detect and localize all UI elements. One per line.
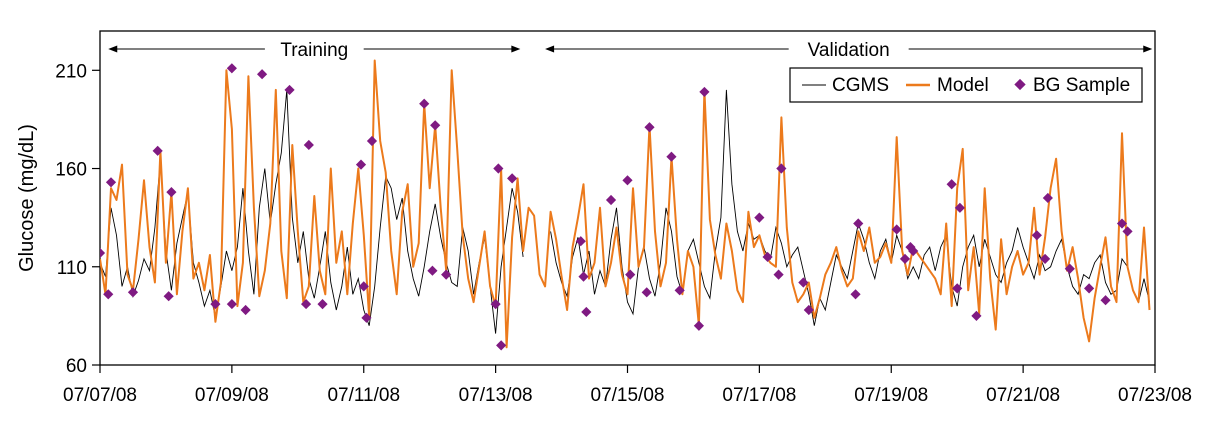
- bg-sample-point: [256, 69, 268, 80]
- x-tick-label: 07/09/08: [195, 385, 269, 406]
- bg-sample-point: [754, 212, 765, 223]
- bg-sample-point: [100, 247, 106, 259]
- bg-sample-point: [954, 202, 965, 213]
- bg-sample-point: [908, 245, 919, 257]
- y-tick-label: 110: [57, 258, 87, 279]
- bg-sample-point: [103, 289, 114, 300]
- bg-sample-point: [1100, 295, 1111, 306]
- bg-sample-point: [853, 218, 864, 229]
- bg-sample-point: [430, 120, 441, 131]
- bg-sample-point: [152, 145, 163, 156]
- phase-label-validation: Validation: [808, 40, 890, 61]
- bg-sample-point: [507, 173, 518, 184]
- bg-sample-point: [850, 289, 861, 300]
- y-axis-title: Glucose (mg/dL): [16, 124, 38, 272]
- bg-sample-point: [578, 271, 589, 282]
- bg-sample-point: [317, 299, 328, 310]
- bg-sample-point: [952, 283, 963, 294]
- x-tick-label: 07/13/08: [459, 385, 533, 406]
- bg-sample-point: [641, 287, 652, 298]
- phase-arrow-head: [108, 45, 118, 53]
- bg-sample-point: [946, 179, 957, 190]
- legend: CGMS Model BG Sample: [789, 67, 1143, 103]
- x-axis: 07/07/08 07/09/08 07/11/08 07/13/08 07/15/08…: [63, 365, 1192, 406]
- bg-sample-point: [303, 139, 314, 151]
- bg-sample-point: [605, 194, 617, 206]
- bg-sample-point: [891, 224, 902, 235]
- x-tick-label: 07/21/08: [986, 385, 1060, 406]
- bg-sample-point: [240, 304, 251, 316]
- bg-sample-point: [899, 253, 911, 264]
- bg-sample-point: [575, 236, 586, 247]
- legend-model-label: Model: [937, 75, 989, 96]
- y-tick-label: 210: [55, 61, 87, 82]
- x-tick-label: 07/07/08: [63, 385, 137, 406]
- bg-sample-point: [1042, 192, 1053, 204]
- x-tick-label: 07/11/08: [327, 385, 400, 406]
- bg-sample-point: [355, 159, 367, 170]
- bg-sample-point: [127, 287, 139, 298]
- y-axis: 60 110 160 210: [55, 61, 100, 377]
- bg-sample-point: [366, 135, 378, 147]
- bg-sample-point: [644, 122, 655, 133]
- bg-sample-point: [163, 291, 174, 302]
- bg-sample-point: [622, 175, 633, 186]
- x-tick-label: 07/15/08: [591, 385, 665, 406]
- bg-sample-point: [419, 98, 430, 109]
- legend-box: [789, 67, 1143, 103]
- cgms-series-line: [100, 89, 1150, 334]
- y-tick-label: 60: [66, 356, 87, 377]
- bg-sample-point: [674, 285, 685, 296]
- bg-sample-point: [300, 298, 312, 310]
- legend-bg-label: BG Sample: [1033, 75, 1130, 96]
- bg-sample-point: [496, 340, 507, 351]
- bg-sample-point: [803, 304, 814, 316]
- x-tick-label: 07/19/08: [854, 385, 928, 406]
- phase-arrow-head: [1143, 45, 1153, 53]
- bg-sample-point: [1122, 226, 1133, 237]
- bg-sample-point: [361, 312, 372, 323]
- bg-sample-point: [105, 177, 117, 188]
- bg-sample-point: [693, 320, 705, 331]
- x-tick-label: 07/17/08: [722, 385, 796, 406]
- bg-sample-point: [1083, 283, 1095, 294]
- phase-arrow-head: [511, 45, 521, 53]
- phase-arrow-head: [545, 45, 555, 53]
- bg-sample-point: [441, 269, 452, 280]
- bg-sample-point: [427, 265, 438, 276]
- legend-cgms-label: CGMS: [832, 75, 889, 96]
- bg-sample-point: [226, 298, 237, 310]
- x-tick-label: 07/23/08: [1118, 385, 1192, 406]
- bg-sample-point: [699, 86, 710, 98]
- bg-sample-point: [166, 187, 177, 198]
- bg-sample-point: [284, 84, 295, 95]
- bg-sample-point: [762, 251, 773, 263]
- phase-label-training: Training: [280, 40, 348, 61]
- bg-sample-point: [625, 269, 636, 280]
- y-tick-label: 160: [55, 160, 87, 181]
- bg-sample-point: [490, 299, 501, 310]
- bg-sample-point: [226, 63, 237, 74]
- phase-annotations: Training Validation: [108, 40, 1153, 61]
- model-series-line: [100, 59, 1151, 349]
- bg-sample-point: [773, 269, 784, 280]
- bg-sample-point: [971, 310, 982, 321]
- bg-sample-point: [358, 281, 369, 292]
- bg-sample-point: [581, 306, 592, 318]
- bg-sample-point: [1031, 230, 1042, 241]
- bg-sample-point: [666, 151, 677, 162]
